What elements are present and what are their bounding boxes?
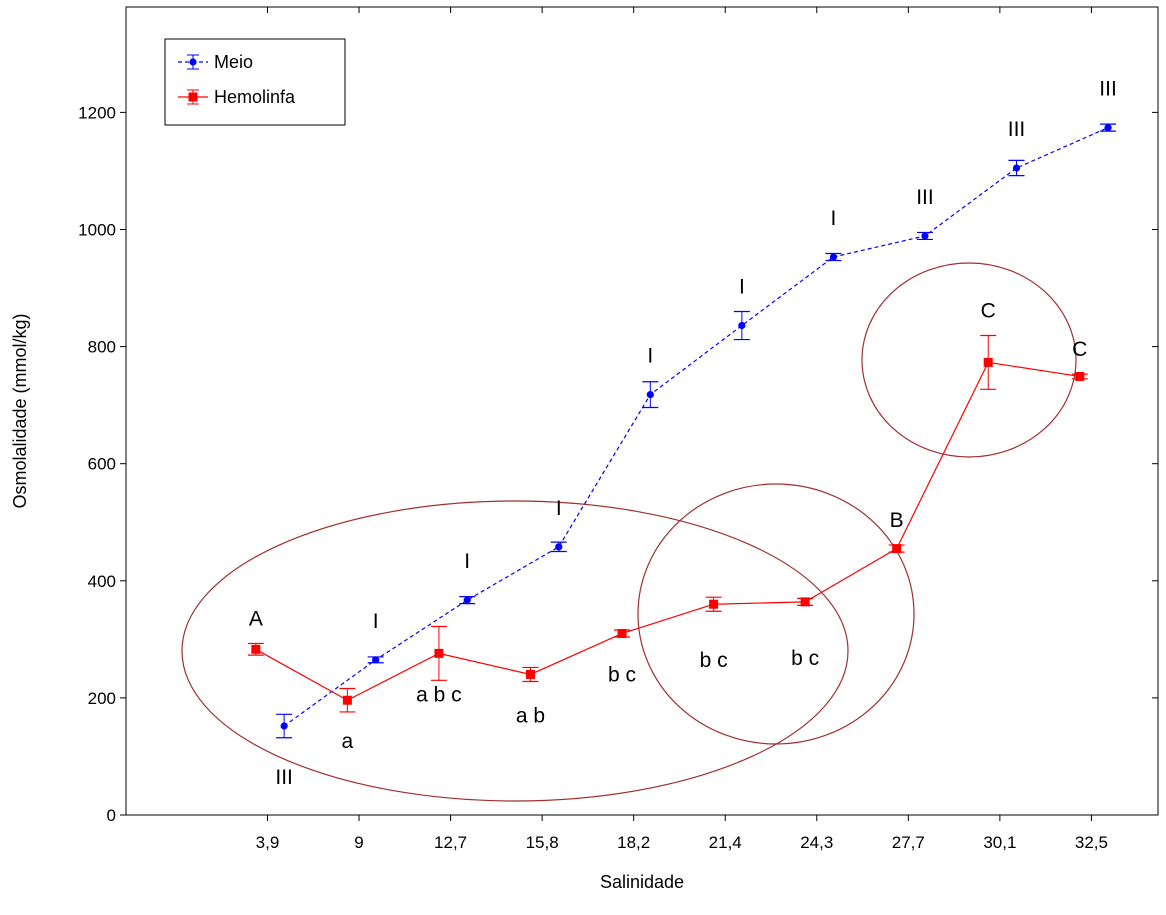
hemolinfa-group-label: C xyxy=(981,299,996,322)
meio-group-label: I xyxy=(739,276,745,299)
data-point xyxy=(646,391,654,399)
meio-group-label: III xyxy=(1008,118,1026,141)
data-point xyxy=(800,597,810,607)
data-point xyxy=(1012,164,1021,172)
y-tick-label: 600 xyxy=(88,455,116,474)
data-point xyxy=(525,669,535,679)
data-point xyxy=(921,232,929,240)
legend-entry-meio: Meio xyxy=(178,52,253,72)
hemolinfa-group-label: a b c xyxy=(416,683,462,706)
hemolinfa-group-label: b c xyxy=(700,649,728,672)
data-point xyxy=(709,599,719,609)
data-point xyxy=(892,544,902,554)
series-line xyxy=(283,127,1109,727)
data-point xyxy=(829,253,838,261)
y-tick-label: 200 xyxy=(88,689,116,708)
plot-frame xyxy=(125,6,1159,816)
x-axis-title: Salinidade xyxy=(600,872,684,892)
group-ellipse xyxy=(861,262,1077,458)
meio-group-label: III xyxy=(916,186,934,209)
legend-label: Meio xyxy=(214,52,253,72)
y-tick-label: 800 xyxy=(88,338,116,357)
x-tick-label: 21,4 xyxy=(709,833,742,852)
meio-group-label: I xyxy=(830,207,836,230)
y-tick-label: 400 xyxy=(88,572,116,591)
group-ellipses xyxy=(181,262,1077,802)
series-meio xyxy=(276,123,1117,739)
data-point xyxy=(617,628,627,638)
x-tick-label: 24,3 xyxy=(800,833,833,852)
y-tick-label: 0 xyxy=(107,806,116,825)
y-tick-label: 1200 xyxy=(78,103,116,122)
data-point xyxy=(280,722,288,730)
data-point xyxy=(342,695,352,705)
series-line xyxy=(255,361,1080,701)
x-tick-label: 12,7 xyxy=(434,833,467,852)
meio-group-label: III xyxy=(1099,78,1117,101)
meio-group-label: I xyxy=(464,550,470,573)
series-layer xyxy=(247,123,1117,739)
legend: Meio Hemolinfa xyxy=(164,38,346,126)
legend-entry-hemolinfa: Hemolinfa xyxy=(178,87,296,107)
hemolinfa-group-label: a xyxy=(342,730,354,753)
meio-group-label: I xyxy=(647,345,653,368)
x-tick-label: 18,2 xyxy=(617,833,650,852)
group-ellipse xyxy=(637,483,915,745)
data-point xyxy=(1075,371,1085,381)
series-hemolinfa xyxy=(247,334,1088,713)
y-tick-label: 1000 xyxy=(78,220,116,239)
x-tick-label: 15,8 xyxy=(526,833,559,852)
legend-label: Hemolinfa xyxy=(214,87,296,107)
data-point xyxy=(555,543,563,551)
data-point xyxy=(1104,124,1112,132)
x-tick-label: 9 xyxy=(354,833,363,852)
group-ellipse xyxy=(181,500,849,802)
data-point xyxy=(463,596,471,604)
meio-group-label: III xyxy=(275,766,293,789)
data-point xyxy=(251,644,261,654)
data-point xyxy=(434,648,444,658)
x-tick-label: 3,9 xyxy=(256,833,280,852)
legend-box xyxy=(164,38,346,126)
data-point xyxy=(983,357,993,367)
meio-group-label: I xyxy=(556,497,562,520)
x-tick-label: 30,1 xyxy=(983,833,1016,852)
legend-marker xyxy=(189,58,197,66)
hemolinfa-group-label: b c xyxy=(608,663,636,686)
x-tick-label: 27,7 xyxy=(892,833,925,852)
hemolinfa-group-label: A xyxy=(249,607,263,630)
axis-ticks: 0 200 400 600 800 1000 1200 3,9 9 12,7 15,8 18,2 21,… xyxy=(78,7,1158,852)
legend-marker xyxy=(188,92,198,102)
hemolinfa-group-label: b c xyxy=(791,647,819,670)
data-point xyxy=(372,656,380,664)
data-point xyxy=(738,321,746,330)
y-axis-title: Osmolalidade (mmol/kg) xyxy=(10,313,30,508)
meio-group-label: I xyxy=(373,610,379,633)
x-tick-label: 32,5 xyxy=(1075,833,1108,852)
hemolinfa-group-label: C xyxy=(1072,338,1087,361)
hemolinfa-group-label: a b xyxy=(516,704,545,727)
hemolinfa-group-label: B xyxy=(890,509,904,532)
